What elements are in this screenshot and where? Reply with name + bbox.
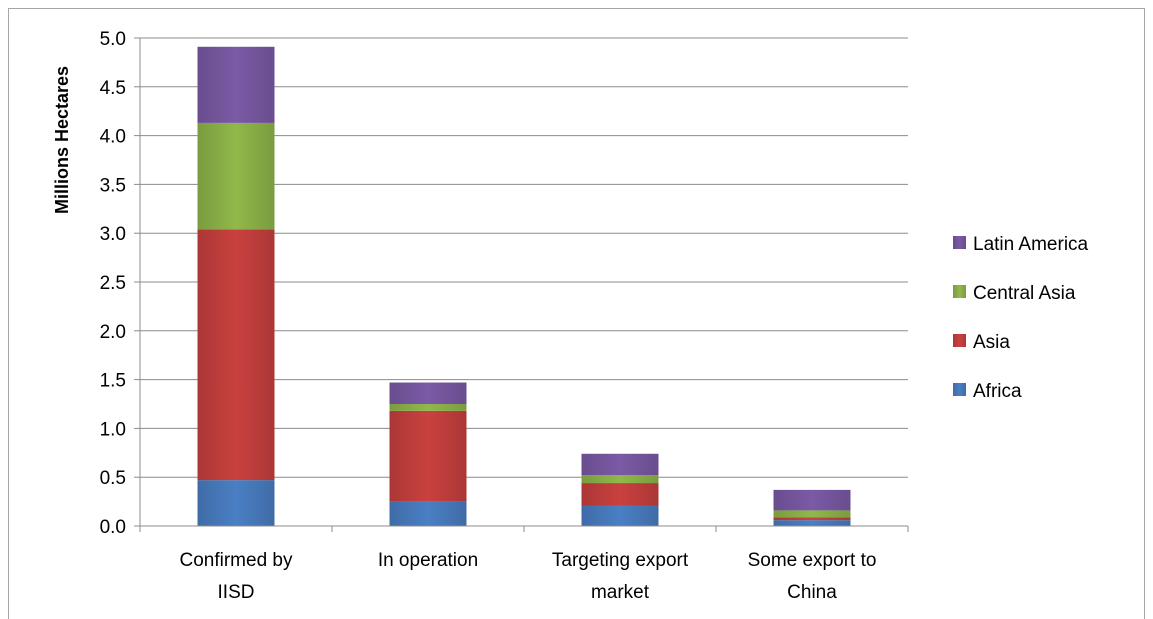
bars — [197, 46, 851, 526]
bar-segment-asia — [389, 410, 467, 502]
y-tick-label: 4.0 — [100, 127, 126, 148]
y-tick-label: 1.5 — [100, 371, 126, 392]
bar-segment-africa — [581, 505, 659, 526]
y-tick-label: 1.0 — [100, 419, 126, 440]
x-category-label: Targeting export market — [552, 550, 689, 603]
legend-swatch-latin-america — [953, 236, 966, 249]
y-tick-label: 3.0 — [100, 224, 126, 245]
bar-segment-africa — [389, 501, 467, 526]
legend-label-asia: Asia — [973, 332, 1010, 353]
y-tick-label: 2.5 — [100, 273, 126, 294]
y-tick-label: 5.0 — [100, 29, 126, 50]
bar-segment-latin-america — [581, 453, 659, 476]
x-category-label: Confirmed by IISD — [180, 550, 293, 603]
bar-segment-central-asia — [389, 404, 467, 411]
legend-label-africa: Africa — [973, 381, 1022, 402]
bar-segment-central-asia — [197, 122, 275, 230]
y-tick-label: 4.5 — [100, 78, 126, 99]
y-tick-label: 3.5 — [100, 175, 126, 196]
bar-segment-asia — [197, 229, 275, 481]
legend-swatch-central-asia — [953, 285, 966, 298]
x-category-label: Some export to China — [748, 550, 877, 603]
bar-segment-asia — [581, 483, 659, 506]
legend-swatch-asia — [953, 334, 966, 347]
bar-segment-latin-america — [773, 489, 851, 511]
legend-swatch-africa — [953, 383, 966, 396]
x-category-labels: Confirmed by IISD In operation Targeting ex… — [180, 550, 877, 603]
bar-segment-central-asia — [581, 475, 659, 484]
x-category-label: In operation — [378, 550, 478, 571]
y-tick-label: 0.0 — [100, 517, 126, 538]
y-axis-title: Millions Hectares — [52, 66, 72, 214]
bar-segment-central-asia — [773, 510, 851, 518]
bar-segment-asia — [773, 517, 851, 521]
bar-segment-africa — [197, 480, 275, 526]
bar-segment-africa — [773, 520, 851, 526]
legend-label-latin-america: Latin America — [973, 234, 1089, 255]
y-tick-label: 0.5 — [100, 468, 126, 489]
y-tick-labels: 0.0 0.5 1.0 1.5 2.0 2.5 3.0 3.5 4.0 4.5 5.0 — [100, 29, 140, 538]
y-tick-label: 2.0 — [100, 322, 126, 343]
legend: Latin America Central Asia Asia Africa — [953, 234, 1089, 402]
bar-segment-latin-america — [197, 46, 275, 123]
legend-label-central-asia: Central Asia — [973, 283, 1076, 304]
bar-segment-latin-america — [389, 382, 467, 404]
